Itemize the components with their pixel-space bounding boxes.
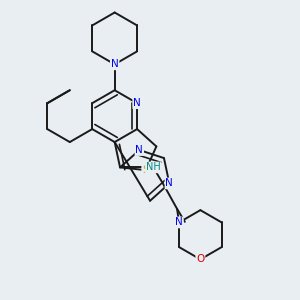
Text: N: N	[175, 218, 183, 227]
Text: O: O	[196, 254, 205, 264]
Text: N: N	[166, 178, 173, 188]
Text: S: S	[142, 165, 149, 175]
Text: N: N	[111, 59, 119, 69]
Text: NH: NH	[146, 162, 161, 172]
Text: N: N	[135, 145, 143, 155]
Text: N: N	[133, 98, 141, 108]
